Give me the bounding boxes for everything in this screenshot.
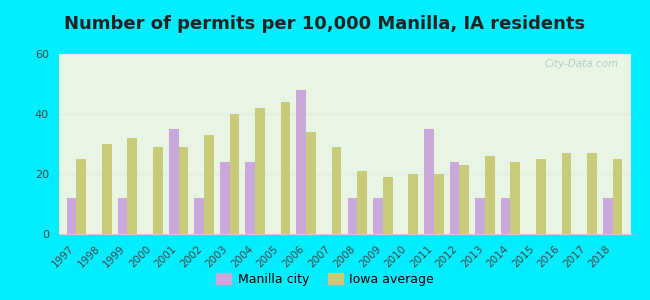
Bar	[587, 153, 597, 234]
Bar	[358, 171, 367, 234]
Bar	[434, 174, 443, 234]
Bar	[204, 135, 214, 234]
Bar	[77, 159, 86, 234]
Bar	[255, 108, 265, 234]
Bar	[102, 144, 112, 234]
Bar	[485, 156, 495, 234]
Bar	[153, 147, 162, 234]
Bar	[229, 114, 239, 234]
Bar	[220, 162, 229, 234]
Bar	[179, 147, 188, 234]
Bar	[306, 132, 316, 234]
Bar	[296, 90, 306, 234]
Bar	[67, 198, 77, 234]
Bar	[460, 165, 469, 234]
Text: City-Data.com: City-Data.com	[545, 59, 619, 69]
Bar	[408, 174, 418, 234]
Text: Number of permits per 10,000 Manilla, IA residents: Number of permits per 10,000 Manilla, IA…	[64, 15, 586, 33]
Bar	[169, 129, 179, 234]
Bar	[562, 153, 571, 234]
Bar	[475, 198, 485, 234]
Legend: Manilla city, Iowa average: Manilla city, Iowa average	[211, 268, 439, 291]
Bar	[118, 198, 127, 234]
Bar	[383, 177, 393, 234]
Bar	[348, 198, 358, 234]
Bar	[194, 198, 204, 234]
Bar	[510, 162, 520, 234]
Bar	[281, 102, 291, 234]
Bar	[424, 129, 434, 234]
Bar	[450, 162, 460, 234]
Bar	[603, 198, 612, 234]
Bar	[373, 198, 383, 234]
Bar	[500, 198, 510, 234]
Bar	[246, 162, 255, 234]
Bar	[332, 147, 341, 234]
Bar	[612, 159, 622, 234]
Bar	[127, 138, 137, 234]
Bar	[536, 159, 546, 234]
